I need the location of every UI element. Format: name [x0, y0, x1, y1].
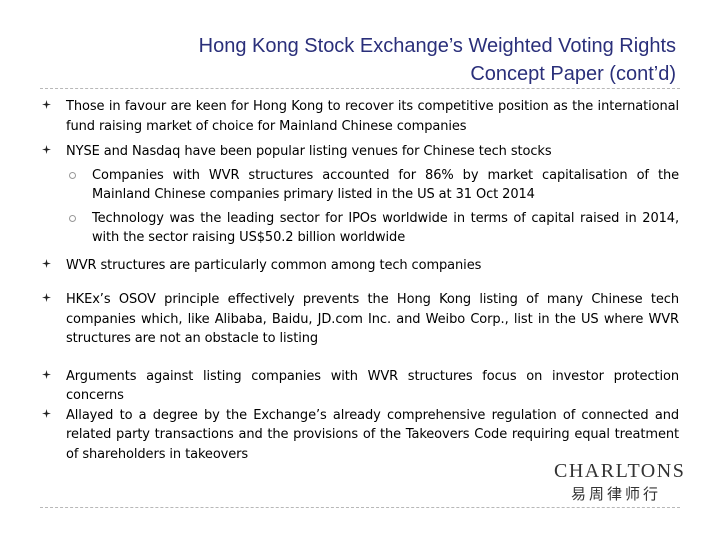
bullet-text: Allayed to a degree by the Exchange’s al… [66, 407, 679, 462]
fleuron-bullet-icon [42, 100, 51, 109]
sub-bullet-item: Technology was the leading sector for IP… [42, 209, 679, 248]
hollow-circle-icon [69, 171, 76, 179]
bullet-item: Allayed to a degree by the Exchange’s al… [42, 406, 679, 465]
bullet-text: Those in favour are keen for Hong Kong t… [66, 99, 679, 134]
bullet-text: NYSE and Nasdaq have been popular listin… [66, 144, 552, 159]
slide-title-line-2: Concept Paper (cont’d) [470, 63, 676, 85]
title-divider [40, 88, 680, 89]
sub-bullet-text: Companies with WVR structures accounted … [92, 167, 679, 203]
bullet-text: WVR structures are particularly common a… [66, 257, 482, 273]
bullet-item: WVR structures are particularly common a… [42, 256, 679, 276]
fleuron-bullet-icon [42, 145, 51, 154]
sub-bullet-text: Technology was the leading sector for IP… [92, 210, 679, 246]
fleuron-bullet-icon [42, 293, 51, 302]
bullet-item: NYSE and Nasdaq have been popular listin… [42, 142, 679, 162]
bullet-list: Those in favour are keen for Hong Kong t… [42, 97, 679, 464]
sub-bullet-item: Companies with WVR structures accounted … [42, 166, 679, 205]
bullet-item: Arguments against listing companies with… [42, 367, 679, 406]
fleuron-bullet-icon [42, 258, 51, 268]
hollow-circle-icon [69, 214, 76, 222]
footer-divider [40, 507, 680, 508]
bullet-item: HKEx’s OSOV principle effectively preven… [42, 290, 679, 349]
bullet-text: Arguments against listing companies with… [66, 368, 679, 404]
fleuron-bullet-icon [42, 369, 51, 379]
bullet-text: HKEx’s OSOV principle effectively preven… [66, 292, 679, 346]
logo-name-en: CHARLTONS [554, 460, 686, 482]
slide-title: Hong Kong Stock Exchange’s Weighted Voti… [40, 32, 676, 88]
fleuron-bullet-icon [42, 408, 51, 418]
slide-title-line-1: Hong Kong Stock Exchange’s Weighted Voti… [198, 35, 676, 57]
charltons-logo: CHARLTONS 易周律师行 [554, 460, 686, 504]
logo-name-cn: 易周律师行 [570, 485, 661, 503]
bullet-item: Those in favour are keen for Hong Kong t… [42, 97, 679, 136]
